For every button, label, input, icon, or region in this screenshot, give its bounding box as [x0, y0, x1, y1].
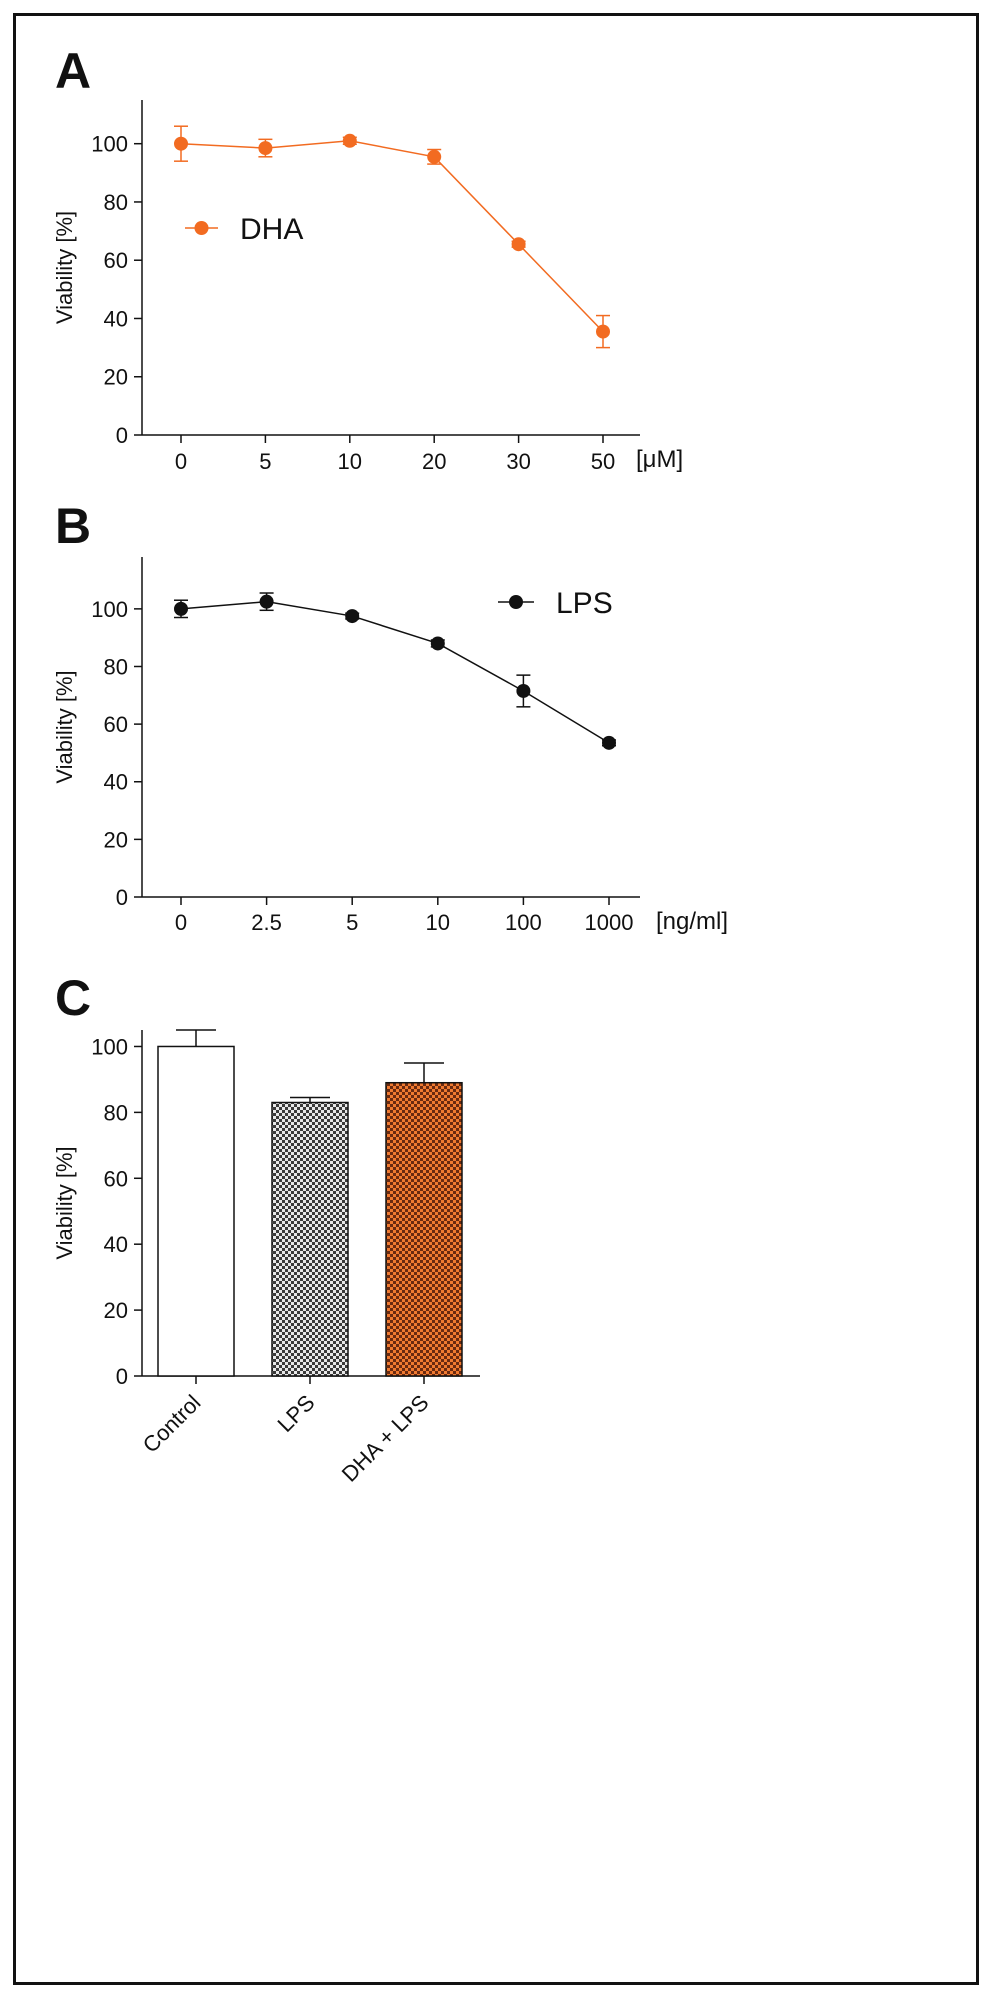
x-tick-label: LPS	[272, 1390, 319, 1437]
panel-letter-c: C	[55, 970, 91, 1026]
y-tick-label: 60	[104, 248, 128, 273]
data-point	[516, 683, 531, 698]
y-tick-label: 40	[104, 770, 128, 795]
x-tick-label: DHA + LPS	[337, 1390, 434, 1487]
x-tick-label: 20	[422, 449, 446, 474]
x-tick-label: 1000	[585, 910, 634, 935]
y-tick-label: 0	[116, 1364, 128, 1389]
series-line-lps	[180, 600, 610, 744]
legend-label: LPS	[556, 587, 613, 620]
y-axis-label: Viability [%]	[52, 211, 77, 324]
legend-marker	[509, 595, 523, 609]
x-tick-label: Control	[138, 1390, 206, 1458]
y-tick-label: 100	[91, 132, 128, 157]
x-tick-label: 2.5	[251, 910, 282, 935]
y-tick-label: 60	[104, 1166, 128, 1191]
x-tick-label: 5	[259, 449, 271, 474]
bar-control	[157, 1045, 235, 1377]
panel-letter-b: B	[55, 498, 91, 554]
data-point	[596, 324, 610, 339]
y-tick-label: 20	[104, 365, 128, 390]
data-point	[342, 133, 357, 148]
x-unit-label: [μM]	[636, 446, 683, 473]
panel-letter-a: A	[55, 43, 91, 99]
x-tick-label: 50	[591, 449, 615, 474]
y-tick-label: 80	[104, 190, 128, 215]
data-point	[258, 141, 273, 156]
bar-dha-lps	[385, 1081, 463, 1377]
x-tick-label: 0	[175, 910, 187, 935]
x-tick-label: 5	[346, 910, 358, 935]
legend-marker	[194, 221, 209, 235]
data-point	[427, 149, 442, 164]
x-unit-label: [ng/ml]	[656, 908, 728, 935]
data-point	[174, 601, 188, 616]
y-tick-label: 20	[104, 827, 128, 852]
x-tick-label: 10	[426, 910, 450, 935]
y-axis-label: Viability [%]	[52, 1146, 77, 1259]
y-tick-label: 0	[116, 885, 128, 910]
y-tick-label: 60	[104, 712, 128, 737]
data-point	[174, 136, 188, 151]
data-point	[345, 609, 360, 624]
y-tick-label: 20	[104, 1298, 128, 1323]
figure-frame	[13, 13, 979, 1985]
data-point	[430, 636, 445, 651]
y-tick-label: 100	[91, 597, 128, 622]
x-tick-label: 0	[175, 449, 187, 474]
y-tick-label: 100	[91, 1034, 128, 1059]
series-line-dha	[180, 140, 604, 333]
data-point	[259, 594, 274, 609]
x-tick-label: 100	[505, 910, 542, 935]
y-tick-label: 0	[116, 423, 128, 448]
y-axis-label: Viability [%]	[52, 670, 77, 783]
bar-lps	[271, 1101, 349, 1377]
y-tick-label: 80	[104, 654, 128, 679]
x-tick-label: 10	[338, 449, 362, 474]
data-point	[602, 735, 616, 750]
x-tick-label: 30	[506, 449, 530, 474]
y-tick-label: 40	[104, 306, 128, 331]
legend-label: DHA	[240, 213, 303, 246]
y-tick-label: 80	[104, 1100, 128, 1125]
data-point	[511, 237, 526, 252]
y-tick-label: 40	[104, 1232, 128, 1257]
